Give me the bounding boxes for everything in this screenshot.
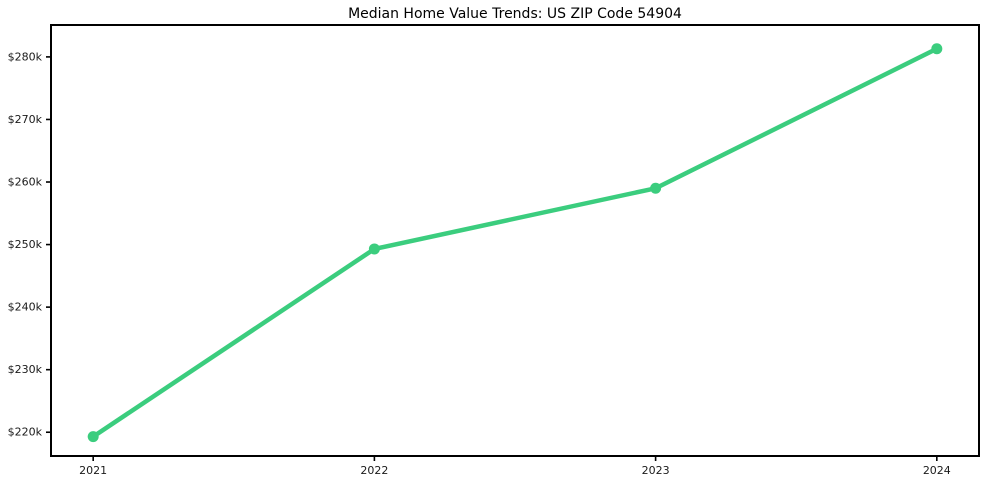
data-point bbox=[650, 182, 662, 194]
y-tick-label: $280k bbox=[8, 50, 43, 63]
y-tick-label: $230k bbox=[8, 363, 43, 376]
y-tick-label: $240k bbox=[8, 301, 43, 314]
y-tick-label: $260k bbox=[8, 176, 43, 189]
trend-line bbox=[90, 46, 940, 439]
data-point bbox=[368, 243, 380, 255]
y-tick-label: $220k bbox=[8, 426, 43, 439]
plot-frame bbox=[50, 24, 980, 457]
x-tick-label: 2022 bbox=[360, 464, 388, 477]
y-tick-label: $270k bbox=[8, 113, 43, 126]
x-tick-label: 2024 bbox=[923, 464, 951, 477]
y-tick-label: $250k bbox=[8, 238, 43, 251]
x-tick-label: 2023 bbox=[642, 464, 670, 477]
data-point bbox=[931, 43, 943, 55]
x-tick-label: 2021 bbox=[79, 464, 107, 477]
data-point bbox=[87, 431, 99, 443]
chart-title: Median Home Value Trends: US ZIP Code 54… bbox=[348, 6, 682, 22]
